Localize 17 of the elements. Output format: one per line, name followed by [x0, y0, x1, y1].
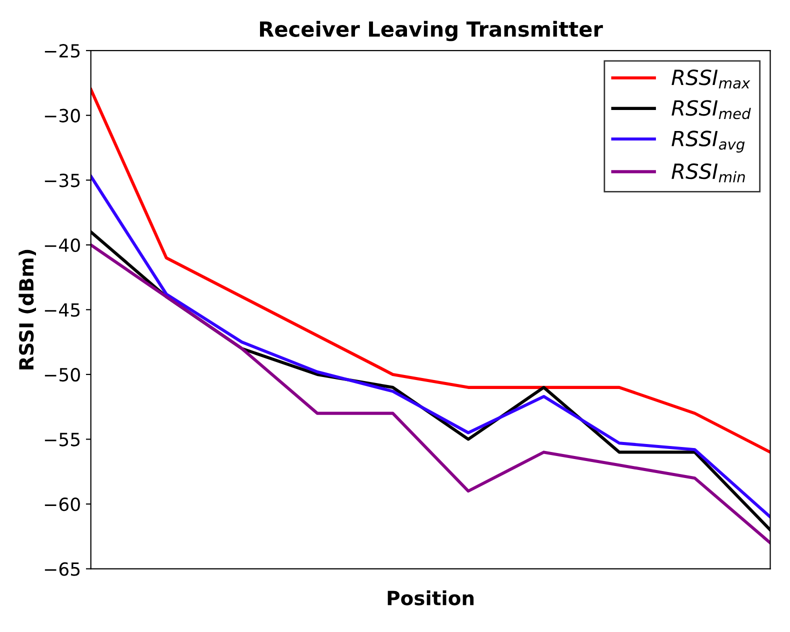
- legend-label: RSSI$_{max}$: [672, 70, 750, 89]
- legend-label: RSSI$_{min}$: [672, 163, 745, 182]
- legend-label: RSSI$_{avg}$: [672, 130, 745, 153]
- x-axis-title: Position: [388, 590, 474, 606]
- legend-label: RSSI$_{med}$: [672, 100, 751, 120]
- y-axis-title: RSSI (dBm): [18, 250, 36, 370]
- chart-title: Receiver Leaving Transmitter: [260, 20, 603, 42]
- y-tick-label: −50: [44, 368, 80, 382]
- y-tick-label: −30: [44, 108, 80, 122]
- y-tick-label: −25: [44, 44, 80, 58]
- y-tick-label: −60: [44, 497, 80, 512]
- y-tick-label: −65: [44, 562, 80, 576]
- y-tick-label: −55: [44, 432, 80, 446]
- y-tick-label: −40: [44, 238, 80, 252]
- line-series: [90, 88, 770, 454]
- y-tick-label: −45: [44, 303, 80, 317]
- y-tick-label: −35: [44, 174, 80, 188]
